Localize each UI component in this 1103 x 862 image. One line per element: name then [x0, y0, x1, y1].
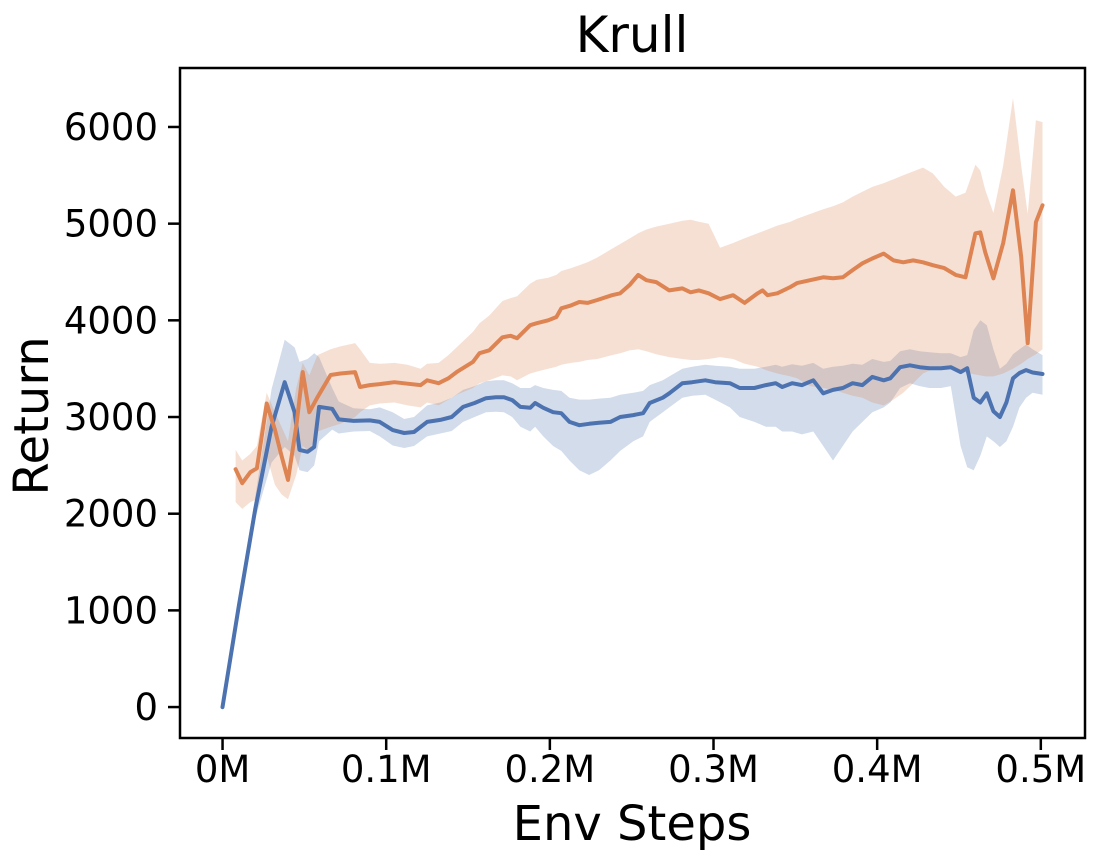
x-axis-label: Env Steps	[513, 796, 752, 852]
y-tick-label: 6000	[64, 106, 158, 149]
y-tick-label: 0	[134, 686, 158, 729]
mean-line-orange-curve	[233, 188, 1045, 486]
y-tick-label: 3000	[64, 396, 158, 439]
x-tick-label: 0M	[195, 748, 250, 791]
confidence-band-orange-curve	[235, 98, 1043, 509]
y-axis-label: Return	[4, 336, 60, 495]
x-tick-label: 0.1M	[341, 748, 432, 791]
x-tick-label: 0.3M	[668, 748, 759, 791]
y-tick-label: 1000	[64, 589, 158, 632]
confidence-band-blue-curve	[222, 320, 1043, 711]
x-tick-label: 0.5M	[995, 748, 1086, 791]
plot-spines	[178, 66, 1087, 740]
x-tick-label: 0.2M	[504, 748, 595, 791]
y-tick-label: 4000	[64, 299, 158, 342]
chart-title: Krull	[576, 6, 689, 64]
y-tick-label: 2000	[64, 493, 158, 536]
mean-line-blue-curve	[220, 363, 1045, 710]
y-tick-label: 5000	[64, 203, 158, 246]
x-tick-label: 0.4M	[832, 748, 923, 791]
